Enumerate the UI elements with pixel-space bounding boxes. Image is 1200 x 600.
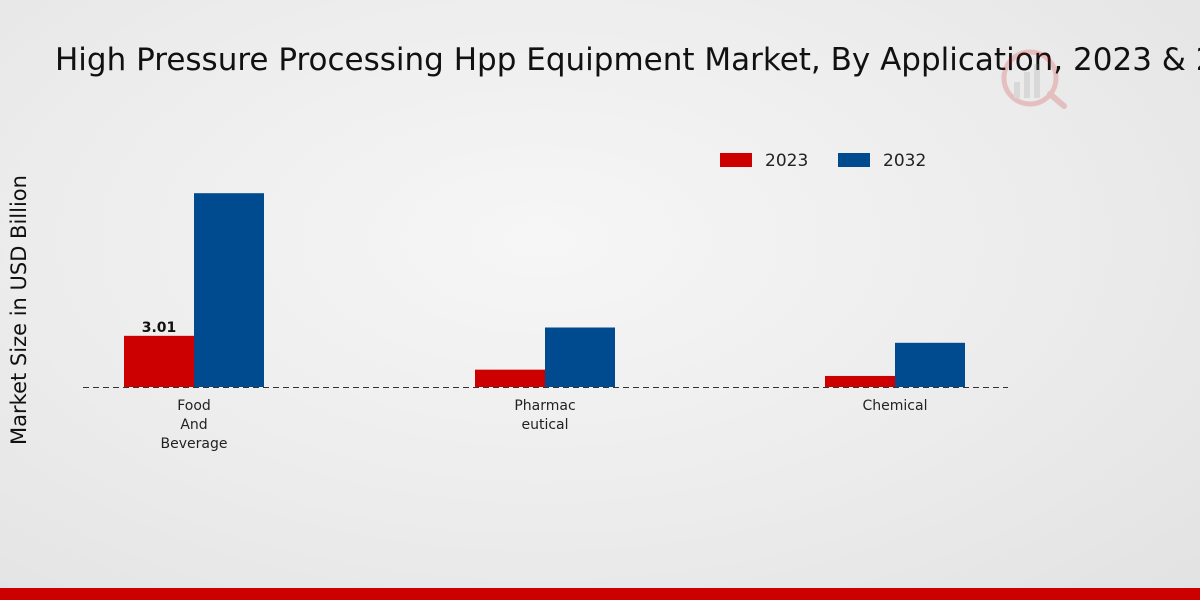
legend-swatch-2023 [720, 153, 752, 167]
bar-2032-1 [545, 327, 615, 387]
bottom-accent-bar [0, 588, 1200, 600]
watermark-logo-icon [1001, 49, 1067, 109]
watermark-bar [1014, 82, 1020, 98]
watermark-ring [1001, 49, 1059, 107]
x-tick-label: Chemical [863, 398, 928, 414]
x-tick-line: eutical [521, 417, 568, 433]
legend: 2023 2032 [720, 151, 926, 171]
bar-2023-2 [825, 375, 895, 387]
bar-group [124, 193, 965, 387]
bar-2023-1 [475, 369, 545, 387]
x-tick-line: Food [177, 398, 211, 414]
x-tick-line: And [180, 417, 207, 433]
watermark-bar [1034, 64, 1040, 98]
bar-2032-0 [194, 193, 264, 387]
x-tick-label: Food And Beverage [161, 398, 228, 452]
watermark-bar [1024, 72, 1030, 98]
x-tick-line: Pharmac [514, 398, 575, 414]
data-label: 3.01 [142, 320, 177, 336]
x-tick-line: Chemical [863, 398, 928, 414]
legend-label-2032: 2032 [883, 151, 926, 171]
legend-swatch-2032 [838, 153, 870, 167]
y-axis-label: Market Size in USD Billion [7, 175, 31, 445]
x-tick-label: Pharmac eutical [514, 398, 575, 433]
watermark-handle [1047, 91, 1067, 109]
bar-2023-0 [124, 335, 194, 387]
legend-label-2023: 2023 [765, 151, 808, 171]
x-tick-labels: Food And Beverage Pharmac eutical Chemical [161, 398, 928, 452]
data-labels: 3.01 [142, 320, 177, 336]
x-tick-line: Beverage [161, 436, 228, 452]
bar-2032-2 [895, 342, 965, 387]
chart-title: High Pressure Processing Hpp Equipment M… [55, 42, 1200, 78]
